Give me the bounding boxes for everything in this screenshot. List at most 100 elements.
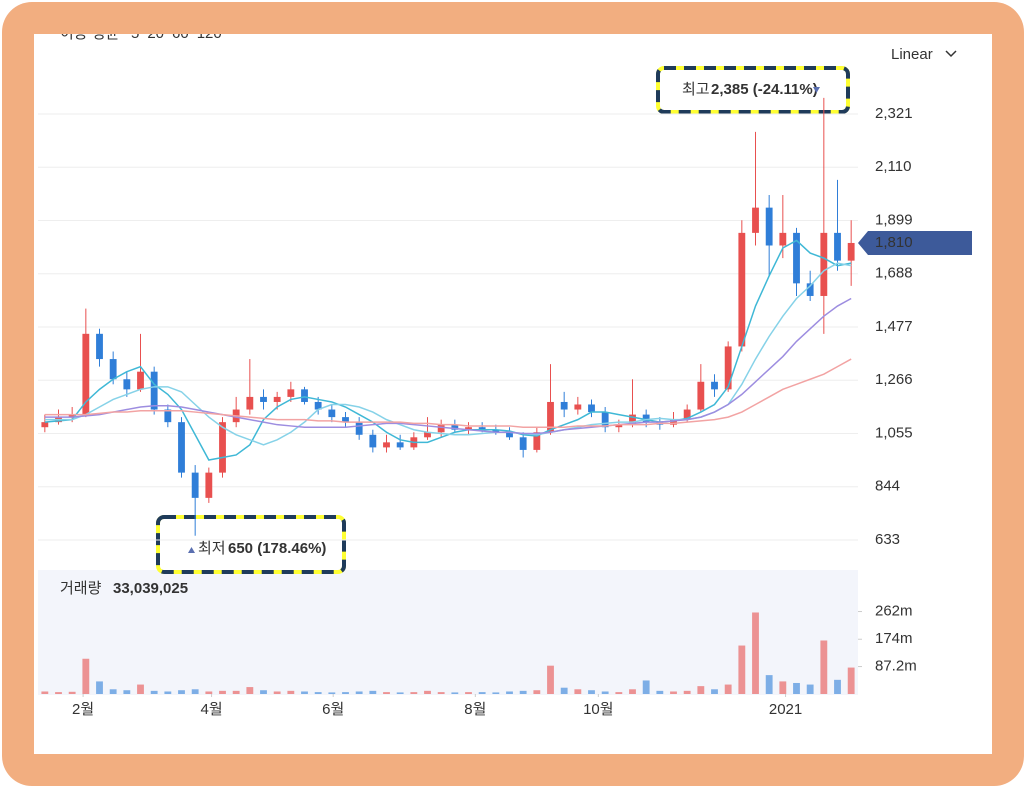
volume-bar	[355, 691, 363, 694]
volume-bar	[342, 692, 349, 694]
candle-body	[519, 437, 527, 450]
volume-tick-label: 262m	[875, 603, 913, 620]
candle-body	[287, 389, 295, 397]
volume-bar	[724, 684, 732, 694]
volume-bar	[246, 687, 254, 694]
volume-bar	[205, 691, 213, 694]
volume-bar	[369, 690, 377, 694]
y-tick-label: 633	[875, 531, 900, 548]
candle-body	[847, 242, 855, 261]
candle-body	[314, 401, 322, 410]
volume-bar	[191, 689, 199, 694]
candle-body	[396, 442, 404, 448]
volume-bar	[123, 690, 131, 694]
x-tick-label: 4월	[200, 701, 222, 718]
volume-bar	[765, 675, 773, 694]
low-text: 650 (178.46%)	[228, 540, 326, 557]
volume-bar	[697, 686, 705, 694]
legend-entry: 120	[197, 25, 222, 42]
y-tick-label: 1,055	[875, 424, 913, 441]
volume-bar	[41, 691, 49, 694]
highlight-box-dash	[156, 515, 346, 574]
candle-body	[137, 371, 144, 390]
legend-entry: 5	[131, 25, 139, 42]
volume-bar	[601, 691, 609, 694]
volume-bar	[451, 692, 459, 694]
moving-average-line	[44, 358, 852, 428]
volume-tick-label: 87.2m	[875, 658, 917, 675]
scale-toggle[interactable]: Linear	[891, 46, 933, 63]
candle-body	[164, 409, 172, 423]
volume-bar	[670, 691, 677, 694]
candle-body	[301, 389, 308, 402]
candle-body	[205, 472, 213, 498]
x-tick-label: 2월	[72, 701, 94, 718]
volume-bar	[82, 658, 90, 694]
highlight-box-dash	[656, 66, 850, 114]
candle-body	[724, 346, 732, 390]
volume-bar	[96, 681, 103, 694]
volume-bar	[738, 645, 746, 694]
candle-body	[82, 333, 90, 415]
candle-body	[342, 417, 349, 423]
volume-bar	[834, 679, 841, 694]
volume-tick-label: 174m	[875, 630, 913, 647]
y-tick-label: 1,899	[875, 211, 913, 228]
candle-body	[260, 396, 267, 402]
volume-bar	[273, 691, 281, 694]
volume-bar	[752, 612, 759, 694]
candle-body	[369, 434, 377, 448]
volume-bar	[847, 667, 855, 694]
current-price-label: 1,810	[875, 234, 913, 251]
volume-bar	[574, 689, 582, 694]
y-tick-label: 1,477	[875, 318, 913, 335]
candle-body	[779, 232, 787, 246]
volume-bar	[779, 681, 787, 694]
volume-bar	[68, 691, 76, 694]
candle-body	[560, 401, 568, 410]
dropdown-icon[interactable]	[945, 50, 957, 58]
candle-body	[328, 409, 336, 418]
volume-bar	[328, 692, 336, 694]
candle-body	[41, 422, 49, 428]
volume-bar	[137, 684, 144, 694]
volume-bar	[492, 692, 500, 694]
volume-bar	[629, 689, 636, 694]
candle-body	[752, 207, 759, 233]
volume-bar	[478, 692, 486, 694]
x-tick-label: 10월	[583, 701, 614, 718]
x-tick-label: 2021	[769, 701, 802, 718]
legend-entry: 20	[147, 25, 164, 42]
candle-body	[533, 432, 541, 450]
y-tick-label: 2,321	[875, 105, 913, 122]
volume-bar	[109, 689, 117, 694]
current-price-tag	[858, 230, 972, 255]
volume-bar	[820, 640, 828, 694]
y-tick-label: 1,688	[875, 265, 913, 282]
candle-body	[191, 472, 199, 498]
candle-body	[109, 359, 117, 380]
legend-entry: 60	[172, 25, 189, 42]
volume-bar	[437, 692, 445, 694]
chart: 이동 평균 Linear 거래량 33,039,025 최고 2,385 (-2…	[38, 25, 957, 718]
candle-body	[670, 419, 677, 425]
volume-bar	[287, 690, 295, 694]
candle-body	[615, 424, 623, 428]
up-arrow	[188, 547, 195, 553]
volume-bar	[55, 692, 62, 694]
candle-body	[738, 232, 746, 347]
volume-bar	[424, 690, 431, 694]
volume-bar	[615, 692, 623, 694]
candle-body	[683, 409, 691, 420]
candle-body	[601, 412, 609, 428]
volume-bar	[656, 690, 664, 694]
volume-bar	[164, 691, 172, 694]
candle-body	[451, 424, 459, 430]
candle-body	[246, 396, 254, 410]
candle-body	[642, 414, 650, 423]
candle-body	[68, 414, 76, 418]
volume-panel	[38, 570, 858, 695]
volume-label: 거래량	[60, 580, 102, 597]
volume-bar	[588, 690, 595, 694]
volume-bar	[793, 682, 800, 694]
